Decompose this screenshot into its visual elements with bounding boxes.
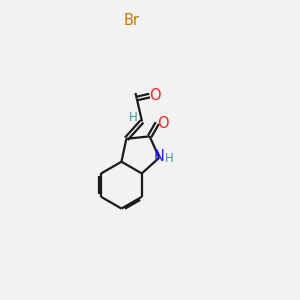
Text: O: O — [157, 116, 169, 130]
Text: N: N — [154, 149, 165, 164]
Text: O: O — [150, 88, 161, 103]
Text: H: H — [129, 111, 138, 124]
Text: Br: Br — [124, 13, 140, 28]
Text: H: H — [165, 152, 174, 165]
